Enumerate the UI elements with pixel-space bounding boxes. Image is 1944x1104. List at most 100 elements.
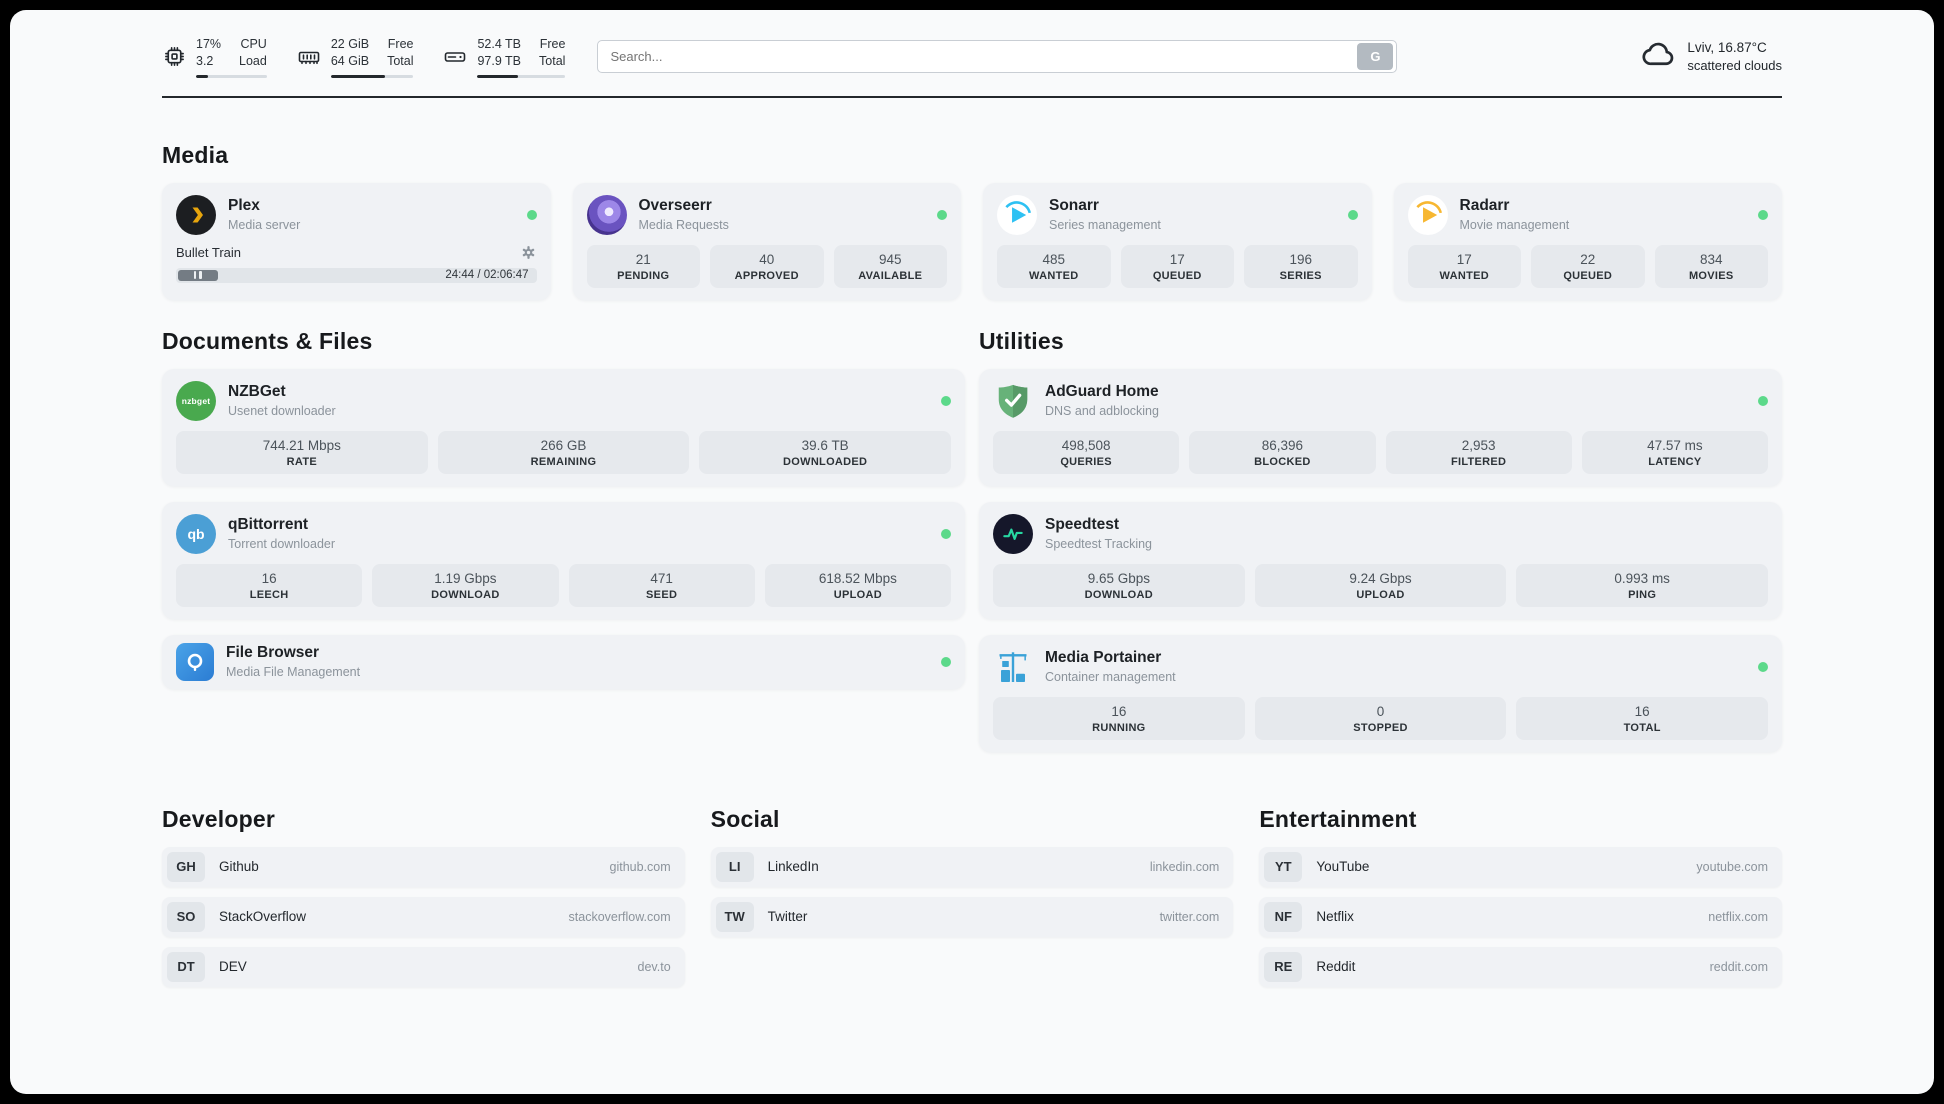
cpu-progress-bar (196, 74, 267, 78)
linkedin-icon: LI (715, 851, 754, 882)
section-title-media: Media (162, 141, 229, 168)
cpu-chip-icon (162, 45, 186, 69)
section-media: Media Plex Media server Bullet Train (162, 142, 1782, 300)
stat-stopped: 0 STOPPED (1254, 696, 1507, 740)
app-card-sonarr[interactable]: Sonarr Series management 485 WANTED 17 Q… (983, 182, 1372, 300)
disk-icon (443, 45, 467, 69)
bookmark-github[interactable]: GH Github github.com (162, 846, 685, 887)
weather-location-temp: Lviv, 16.87°C (1687, 39, 1767, 55)
disk-total-value: 97.9 TB (477, 53, 522, 68)
netflix-icon: NF (1264, 901, 1303, 932)
app-card-nzbget[interactable]: nzbget NZBGet Usenet downloader 744.21 M… (162, 368, 965, 486)
app-name: qBittorrent (228, 516, 309, 534)
app-name: Media Portainer (1045, 649, 1162, 667)
status-dot (1758, 209, 1768, 220)
disk-widget: 52.4 TB 97.9 TB Free Total (443, 36, 566, 78)
speedtest-icon (993, 513, 1033, 554)
app-subtitle: DNS and adblocking (1045, 404, 1159, 419)
section-title-developer: Developer (162, 805, 276, 832)
memory-progress-bar (330, 74, 414, 78)
overseerr-icon (586, 194, 627, 235)
bookmark-youtube[interactable]: YT YouTube youtube.com (1259, 846, 1782, 887)
cpu-load-value: 3.2 (196, 53, 214, 68)
section-title-utilities: Utilities (979, 327, 1064, 354)
app-card-filebrowser[interactable]: File Browser Media File Management (162, 634, 965, 689)
search-input[interactable] (610, 49, 1355, 65)
app-card-qbittorrent[interactable]: qb qBittorrent Torrent downloader 16 LEE… (162, 501, 965, 619)
bookmark-stackoverflow[interactable]: SO StackOverflow stackoverflow.com (162, 896, 685, 937)
bookmark-reddit[interactable]: RE Reddit reddit.com (1259, 946, 1782, 987)
app-subtitle: Speedtest Tracking (1045, 537, 1153, 552)
app-name: NZBGet (228, 383, 286, 401)
stat-queries: 498,508 QUERIES (993, 430, 1180, 474)
stat-wanted: 17 WANTED (1407, 244, 1521, 288)
section-title-documents: Documents & Files (162, 327, 373, 354)
now-playing-title: Bullet Train (176, 244, 242, 260)
stat-total: 16 TOTAL (1516, 696, 1769, 740)
app-card-overseerr[interactable]: Overseerr Media Requests 21 PENDING 40 A… (572, 182, 961, 300)
sonarr-icon (997, 194, 1037, 235)
app-name: File Browser (226, 644, 320, 662)
stat-remaining: 266 GB REMAINING (437, 430, 690, 474)
app-card-portainer[interactable]: Media Portainer Container management 16 … (979, 634, 1782, 752)
stat-leech: 16 LEECH (176, 563, 363, 607)
portainer-crane-icon (993, 647, 1033, 687)
stat-running: 16 RUNNING (993, 696, 1245, 740)
section-entertainment: Entertainment YT YouTube youtube.com NF … (1259, 806, 1782, 997)
memory-free-label: Free (387, 37, 414, 51)
weather-condition: scattered clouds (1687, 58, 1782, 74)
section-title-entertainment: Entertainment (1259, 805, 1417, 832)
stat-download: 1.19 Gbps DOWNLOAD (372, 563, 559, 607)
bookmark-netflix[interactable]: NF Netflix netflix.com (1259, 896, 1782, 937)
app-subtitle: Container management (1045, 670, 1176, 685)
dashboard-panel: 17% 3.2 CPU Load (10, 10, 1934, 1094)
search-bar: G (597, 40, 1398, 74)
youtube-icon: YT (1264, 851, 1303, 882)
stat-available: 945 AVAILABLE (833, 244, 947, 288)
ram-icon (297, 45, 321, 69)
disk-total-label: Total (539, 53, 566, 68)
app-name: Overseerr (638, 197, 712, 215)
memory-widget: 22 GiB 64 GiB Free Total (297, 36, 414, 78)
pause-icon[interactable] (178, 269, 218, 281)
section-utilities: Utilities AdGuard Home (979, 328, 1782, 752)
app-subtitle: Series management (1049, 218, 1161, 233)
stat-wanted: 485 WANTED (997, 244, 1111, 288)
app-card-speedtest[interactable]: Speedtest Speedtest Tracking 9.65 Gbps D… (979, 501, 1782, 619)
stackoverflow-icon: SO (167, 901, 205, 932)
plex-now-playing: Bullet Train (176, 244, 537, 283)
app-card-radarr[interactable]: Radarr Movie management 17 WANTED 22 QUE… (1393, 182, 1782, 300)
stat-download: 9.65 Gbps DOWNLOAD (993, 563, 1245, 607)
disk-free-value: 52.4 TB (477, 37, 522, 51)
stat-upload: 618.52 Mbps UPLOAD (764, 563, 951, 607)
app-subtitle: Media server (228, 218, 301, 233)
reddit-icon: RE (1264, 951, 1303, 982)
app-card-plex[interactable]: Plex Media server Bullet Train (162, 182, 551, 300)
weather-widget[interactable]: Lviv, 16.87°C scattered clouds (1641, 36, 1782, 77)
stat-blocked: 86,396 BLOCKED (1189, 430, 1376, 474)
app-card-adguard[interactable]: AdGuard Home DNS and adblocking 498,508 … (979, 368, 1782, 486)
cpu-label: CPU (240, 37, 267, 51)
stat-upload: 9.24 Gbps UPLOAD (1254, 563, 1507, 607)
status-dot (941, 395, 951, 406)
status-dot (1758, 395, 1768, 406)
app-subtitle: Usenet downloader (228, 404, 336, 419)
section-title-social: Social (710, 805, 780, 832)
app-name: Radarr (1459, 197, 1510, 215)
header-divider (162, 95, 1782, 98)
disk-progress-bar (477, 74, 566, 78)
playback-progress-bar[interactable]: 24:44 / 02:06:47 (176, 267, 537, 283)
qbittorrent-icon: qb (176, 513, 216, 554)
bookmark-linkedin[interactable]: LI LinkedIn linkedin.com (710, 846, 1234, 887)
stat-approved: 40 APPROVED (710, 244, 824, 288)
top-bar: 17% 3.2 CPU Load (162, 36, 1782, 78)
bookmark-dev[interactable]: DT DEV dev.to (162, 946, 685, 987)
stat-ping: 0.993 ms PING (1516, 563, 1769, 607)
bookmark-twitter[interactable]: TW Twitter twitter.com (710, 896, 1234, 937)
status-dot (941, 656, 951, 667)
search-engine-button[interactable]: G (1357, 43, 1394, 71)
gear-icon[interactable] (520, 244, 537, 261)
stat-downloaded: 39.6 TB DOWNLOADED (699, 430, 952, 474)
app-subtitle: Media File Management (226, 665, 361, 680)
memory-total-label: Total (387, 53, 414, 68)
